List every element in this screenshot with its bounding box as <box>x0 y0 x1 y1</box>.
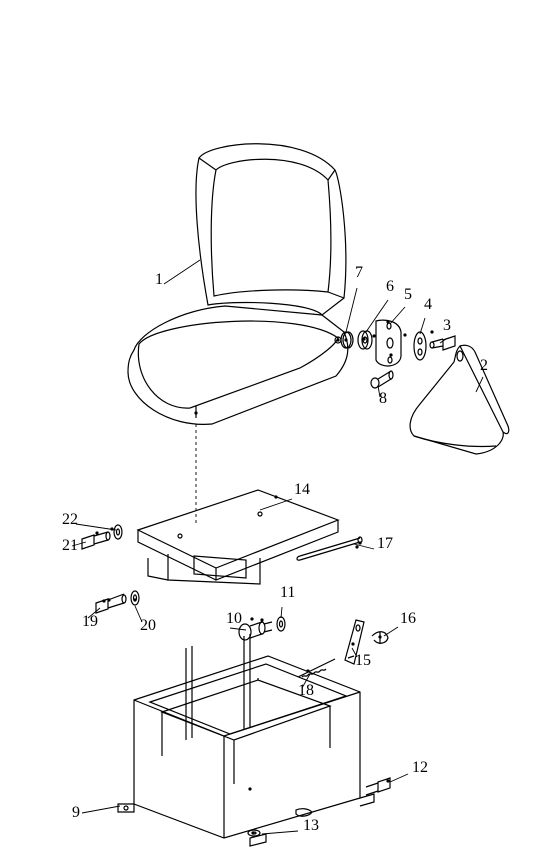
leader-dot <box>378 635 381 638</box>
leader-dot <box>351 642 354 645</box>
part-label-6: 6 <box>386 278 394 295</box>
part-label-13: 13 <box>303 817 319 834</box>
part-label-15: 15 <box>355 652 371 669</box>
leader-dot <box>306 669 309 672</box>
part-label-2: 2 <box>480 357 488 374</box>
leader-dot <box>336 338 339 341</box>
leader-dot <box>110 527 113 530</box>
part-label-16: 16 <box>400 610 416 627</box>
part-21-bolt <box>82 532 110 549</box>
latch-assembly <box>298 620 388 677</box>
part-label-17: 17 <box>377 535 393 552</box>
part-12-bolt <box>366 778 390 795</box>
part-label-14: 14 <box>294 481 310 498</box>
part-22-washer <box>114 525 122 539</box>
part-label-7: 7 <box>355 264 363 281</box>
part-20-washer <box>131 591 139 605</box>
part-label-12: 12 <box>412 759 428 776</box>
part-3-bolt <box>430 336 455 350</box>
leader-dot <box>386 320 389 323</box>
leader-dot <box>251 831 254 834</box>
leader-dot <box>102 599 105 602</box>
part-2-armrest <box>410 345 509 454</box>
leader-dot <box>386 779 389 782</box>
part-label-4: 4 <box>424 296 432 313</box>
part-8-bolt <box>371 371 393 388</box>
leader-dot <box>355 545 358 548</box>
part-label-5: 5 <box>404 286 412 303</box>
base-box <box>118 634 390 846</box>
leader-dot <box>430 330 433 333</box>
slide-plate <box>138 490 362 584</box>
part-11-washer <box>277 617 285 631</box>
leader-dot <box>389 353 392 356</box>
part-label-19: 19 <box>82 613 98 630</box>
part-label-1: 1 <box>155 271 163 288</box>
leader-dot <box>403 333 406 336</box>
armrest-assembly <box>341 320 509 454</box>
leader-dot <box>372 334 375 337</box>
part-label-10: 10 <box>226 610 242 627</box>
parts-diagram: 12345678910111213141516171819202122 <box>0 0 541 865</box>
part-label-8: 8 <box>379 390 387 407</box>
leader-dot <box>274 495 277 498</box>
leader-dot <box>260 618 263 621</box>
leader-dot <box>248 787 251 790</box>
part-label-21: 21 <box>62 537 78 554</box>
leader-dot <box>194 411 197 414</box>
part-label-11: 11 <box>280 584 295 601</box>
part-label-3: 3 <box>443 317 451 334</box>
leader-dot <box>95 531 98 534</box>
part-4-plate <box>414 332 426 360</box>
part-17-rod <box>297 537 362 560</box>
part-5-bracket <box>376 320 401 366</box>
part-label-22: 22 <box>62 511 78 528</box>
leader-dot <box>358 541 361 544</box>
part-label-20: 20 <box>140 617 156 634</box>
leader-dot <box>250 617 253 620</box>
leader-dot <box>133 598 136 601</box>
part-label-9: 9 <box>72 804 80 821</box>
leader-dot <box>344 338 347 341</box>
part-18-spring <box>298 659 335 677</box>
leader-dot <box>107 598 110 601</box>
part-label-18: 18 <box>298 682 314 699</box>
part-19-bolt <box>96 594 126 613</box>
leader-dot <box>362 337 365 340</box>
